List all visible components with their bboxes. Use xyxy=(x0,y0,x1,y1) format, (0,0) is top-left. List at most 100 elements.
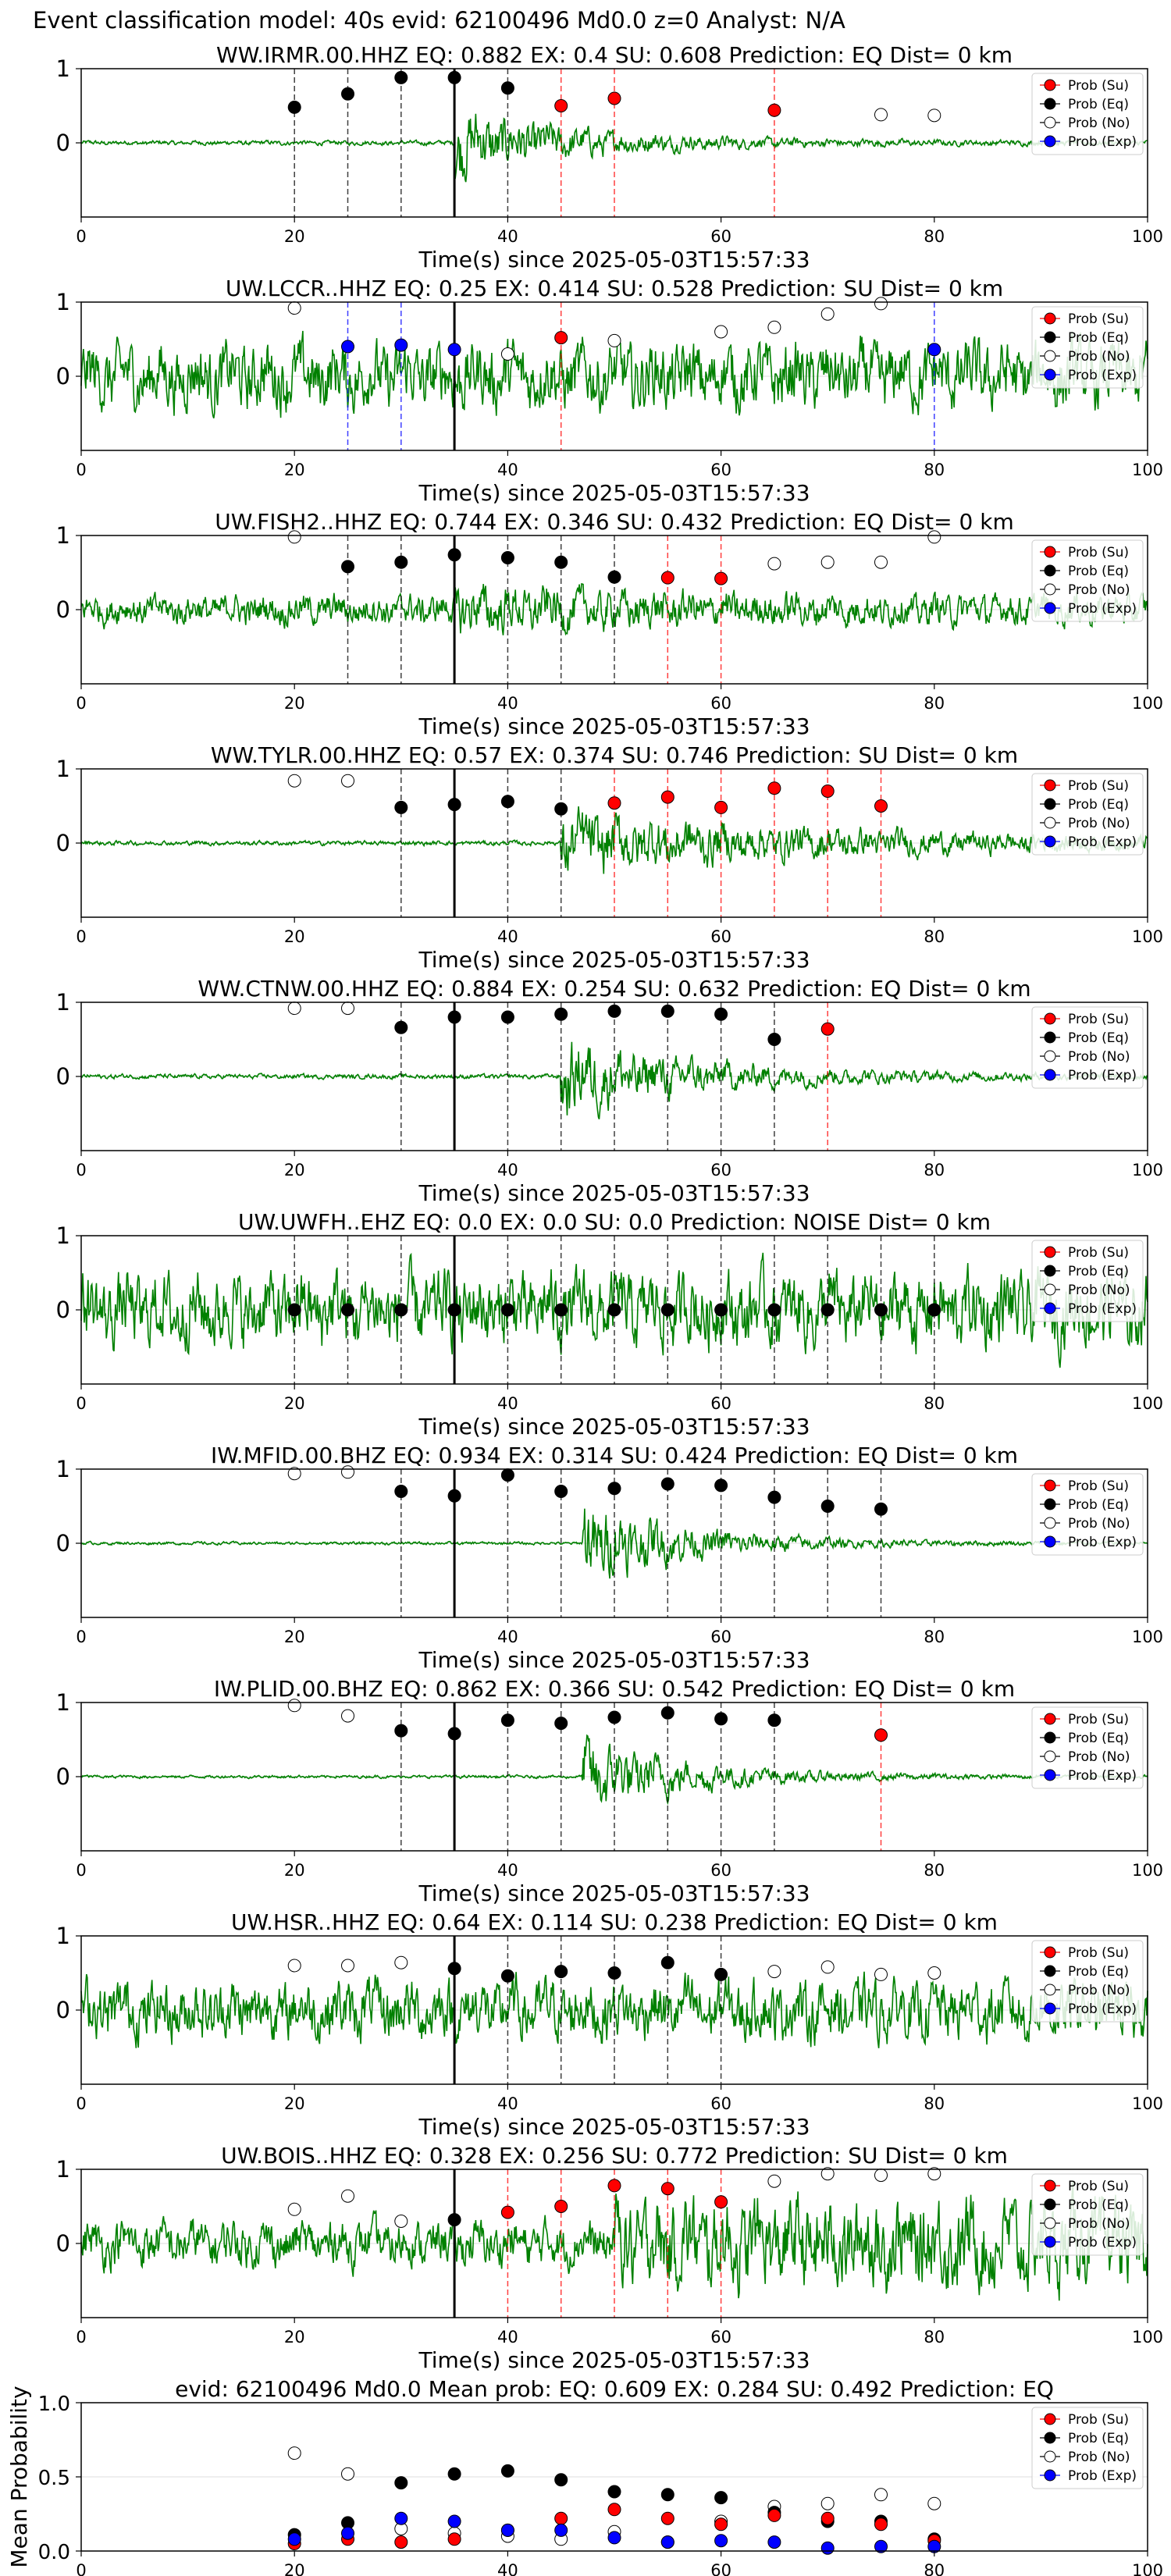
subplot-title: UW.LCCR..HHZ EQ: 0.25 EX: 0.414 SU: 0.52… xyxy=(226,276,1003,301)
x-tick-label: 0 xyxy=(76,2094,86,2113)
legend-label: Prob (Su) xyxy=(1068,778,1129,794)
legend-marker xyxy=(1044,331,1056,343)
mean-prob-point-exp xyxy=(820,2541,835,2555)
legend-label: Prob (Exp) xyxy=(1068,1301,1137,1317)
prob-point-eq xyxy=(394,1485,408,1498)
prob-point-exp xyxy=(447,343,461,357)
legend-marker xyxy=(1044,1012,1056,1025)
x-tick-label: 80 xyxy=(924,2094,945,2113)
prob-point-eq xyxy=(554,1303,568,1317)
subplot-10: UW.BOIS..HHZ EQ: 0.328 EX: 0.256 SU: 0.7… xyxy=(56,2143,1164,2373)
y-tick-label: 0 xyxy=(56,1063,70,1090)
prob-point-exp xyxy=(394,338,408,352)
legend-label: Prob (Su) xyxy=(1068,311,1129,327)
legend-label: Prob (No) xyxy=(1068,349,1130,365)
legend-marker xyxy=(1044,1965,1056,1977)
legend-label: Prob (Exp) xyxy=(1068,134,1137,150)
mean-prob-point-no xyxy=(927,2496,941,2510)
legend-marker xyxy=(1044,2469,1056,2482)
legend-label: Prob (No) xyxy=(1068,1049,1130,1065)
prob-point-no xyxy=(287,530,301,544)
y-tick-label: 1 xyxy=(56,1222,70,1249)
prob-point-eq xyxy=(767,1033,781,1046)
mean-prob-point-eq xyxy=(660,2488,674,2502)
prob-point-eq xyxy=(341,560,354,574)
legend-label: Prob (No) xyxy=(1068,1283,1130,1298)
x-tick-label: 100 xyxy=(1132,2094,1163,2113)
legend-marker xyxy=(1044,116,1056,129)
legend-marker xyxy=(1044,1265,1056,1277)
prob-point-eq xyxy=(394,1724,408,1738)
legend-label: Prob (No) xyxy=(1068,1516,1130,1532)
legend-marker xyxy=(1044,2198,1056,2211)
legend-label: Prob (Exp) xyxy=(1068,1068,1137,1083)
prob-point-no xyxy=(874,2169,888,2183)
legend-label: Prob (Eq) xyxy=(1068,1964,1129,1980)
legend-box xyxy=(1031,2173,1144,2256)
prob-point-no xyxy=(820,555,835,569)
legend-marker xyxy=(1044,1050,1056,1062)
y-tick-label: 1 xyxy=(56,1923,70,1949)
x-tick-label: 20 xyxy=(284,1628,305,1646)
legend-label: Prob (Exp) xyxy=(1068,2468,1137,2484)
x-tick-label: 0 xyxy=(76,1161,86,1179)
legend-label: Prob (Eq) xyxy=(1068,797,1129,813)
prob-point-su xyxy=(714,2195,728,2209)
prob-point-eq xyxy=(341,1303,354,1317)
subplot-11: evid: 62100496 Md0.0 Mean prob: EQ: 0.60… xyxy=(6,2376,1163,2576)
prob-point-eq xyxy=(660,1477,674,1491)
legend-label: Prob (Eq) xyxy=(1068,1731,1129,1746)
prob-point-no xyxy=(287,1002,301,1016)
subplot-4: WW.TYLR.00.HHZ EQ: 0.57 EX: 0.374 SU: 0.… xyxy=(56,742,1164,973)
legend-box xyxy=(1031,539,1144,622)
x-tick-label: 40 xyxy=(497,2328,518,2347)
legend-marker xyxy=(1044,79,1056,91)
mean-prob-point-exp xyxy=(660,2535,674,2549)
prob-point-no xyxy=(287,2202,301,2216)
prob-point-eq xyxy=(447,1303,461,1317)
prob-point-no xyxy=(820,1960,835,1974)
x-tick-label: 0 xyxy=(76,1861,86,1880)
prob-point-no xyxy=(767,557,781,571)
mean-prob-point-no xyxy=(287,2446,301,2460)
x-tick-label: 60 xyxy=(710,1394,731,1413)
legend-marker xyxy=(1044,1750,1056,1763)
mean-prob-point-su xyxy=(767,2508,781,2522)
legend-marker xyxy=(1044,2217,1056,2229)
prob-point-no xyxy=(767,2174,781,2188)
y-tick-label: 1.0 xyxy=(38,2393,70,2416)
legend-marker xyxy=(1044,817,1056,829)
prob-point-no xyxy=(874,108,888,122)
x-tick-label: 0 xyxy=(76,227,86,246)
prob-point-eq xyxy=(554,1965,568,1979)
prob-point-no xyxy=(820,2167,835,2181)
prob-point-eq xyxy=(607,570,621,584)
y-tick-label: 0.0 xyxy=(38,2541,70,2564)
prob-point-no xyxy=(341,2189,354,2203)
prob-point-su xyxy=(820,1022,835,1036)
prob-point-eq xyxy=(714,1007,728,1021)
prob-point-eq xyxy=(447,2213,461,2227)
prob-point-su xyxy=(767,103,781,117)
prob-point-eq xyxy=(660,1955,674,1969)
subplot-title: UW.HSR..HHZ EQ: 0.64 EX: 0.114 SU: 0.238… xyxy=(231,1909,998,1935)
mean-prob-point-eq xyxy=(447,2467,461,2481)
x-tick-label: 20 xyxy=(284,461,305,479)
prob-point-su xyxy=(660,2182,674,2196)
subplot-title: IW.MFID.00.BHZ EQ: 0.934 EX: 0.314 SU: 0… xyxy=(211,1443,1018,1468)
legend-label: Prob (Eq) xyxy=(1068,564,1129,579)
prob-point-eq xyxy=(714,1303,728,1317)
subplot-title: evid: 62100496 Md0.0 Mean prob: EQ: 0.60… xyxy=(175,2376,1054,2402)
prob-point-eq xyxy=(394,555,408,569)
legend-marker xyxy=(1044,1302,1056,1315)
prob-point-eq xyxy=(500,1303,514,1317)
mean-prob-point-su xyxy=(820,2511,835,2525)
legend-label: Prob (Su) xyxy=(1068,1245,1129,1261)
prob-point-no xyxy=(287,301,301,315)
legend-marker xyxy=(1044,1283,1056,1296)
legend-label: Prob (No) xyxy=(1068,2450,1130,2465)
prob-point-su xyxy=(820,785,835,798)
prob-point-eq xyxy=(500,81,514,95)
x-tick-label: 60 xyxy=(710,1161,731,1179)
legend: Prob (Su) Prob (Eq) Prob (No) Prob (Exp) xyxy=(1031,1006,1144,1089)
